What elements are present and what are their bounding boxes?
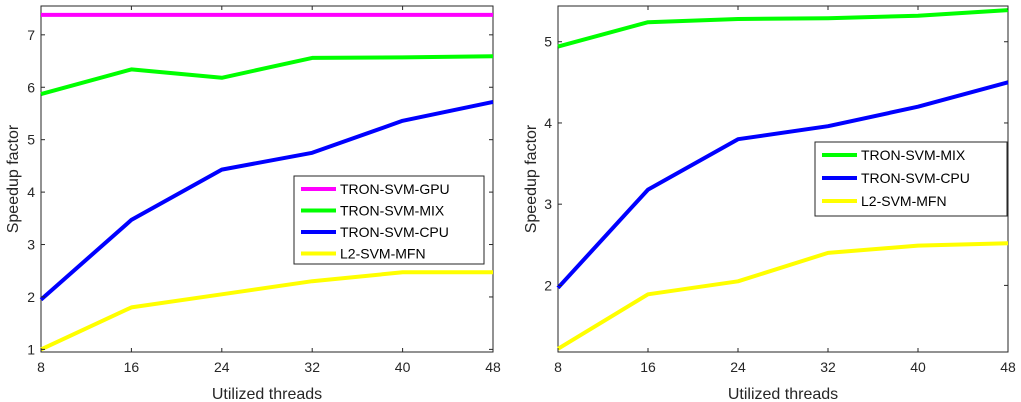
legend: TRON-SVM-GPU TRON-SVM-MIX TRON-SVM-CPU L2-S… bbox=[293, 175, 485, 265]
y-axis-label: Speedup factor bbox=[5, 124, 22, 233]
x-tick-label: 48 bbox=[485, 359, 501, 375]
y-axis-label: Speedup factor bbox=[523, 124, 540, 233]
series-line-tron-svm-cpu bbox=[39, 99, 494, 302]
legend-label: TRON-SVM-CPU bbox=[340, 224, 449, 240]
y-tick-label: 5 bbox=[544, 34, 552, 50]
x-axis-label: Utilized threads bbox=[728, 386, 838, 402]
legend-label: L2-SVM-MFN bbox=[861, 193, 947, 209]
x-tick-label: 48 bbox=[1000, 359, 1016, 375]
y-tick-label: 4 bbox=[544, 115, 552, 131]
legend-label: TRON-SVM-CPU bbox=[861, 170, 970, 186]
y-tick-label: 6 bbox=[27, 79, 35, 95]
series-line-l2-svm-mfn bbox=[556, 241, 1009, 351]
series-line-tron-svm-mix bbox=[557, 8, 1009, 49]
y-tick-label: 3 bbox=[27, 237, 35, 253]
x-tick-label: 24 bbox=[730, 359, 746, 375]
x-tick-label: 24 bbox=[214, 359, 230, 375]
legend-label: TRON-SVM-MIX bbox=[340, 203, 445, 219]
x-tick-label: 40 bbox=[910, 359, 926, 375]
y-tick-label: 5 bbox=[27, 132, 35, 148]
legend-label: TRON-SVM-GPU bbox=[340, 181, 450, 197]
x-tick-label: 8 bbox=[554, 359, 562, 375]
x-tick-label: 16 bbox=[640, 359, 656, 375]
right-line-chart: 8 16 24 32 40 48 2 3 4 5 Utilized threads Speedup f… bbox=[523, 5, 1016, 402]
y-tick-label: 7 bbox=[27, 27, 35, 43]
x-tick-label: 32 bbox=[820, 359, 836, 375]
x-tick-label: 40 bbox=[395, 359, 411, 375]
x-axis-label: Utilized threads bbox=[212, 386, 322, 402]
y-tick-label: 2 bbox=[27, 289, 35, 305]
x-tick-label: 32 bbox=[304, 359, 320, 375]
legend: TRON-SVM-MIX TRON-SVM-CPU L2-SVM-MFN bbox=[814, 141, 1008, 217]
y-tick-label: 2 bbox=[544, 277, 552, 293]
series-line-l2-svm-mfn bbox=[40, 270, 493, 352]
legend-label: L2-SVM-MFN bbox=[340, 246, 426, 262]
y-tick-label: 1 bbox=[27, 341, 35, 357]
y-tick-label: 4 bbox=[27, 184, 35, 200]
series-line-tron-svm-cpu bbox=[556, 80, 1009, 290]
y-tick-label: 3 bbox=[544, 196, 552, 212]
left-line-chart: 8 16 24 32 40 48 1 2 3 4 5 6 7 Utilized threads Speedu… bbox=[5, 5, 501, 402]
x-tick-label: 8 bbox=[37, 359, 45, 375]
legend-label: TRON-SVM-MIX bbox=[861, 147, 966, 163]
series-line-tron-svm-mix bbox=[40, 54, 494, 97]
x-tick-label: 16 bbox=[124, 359, 140, 375]
